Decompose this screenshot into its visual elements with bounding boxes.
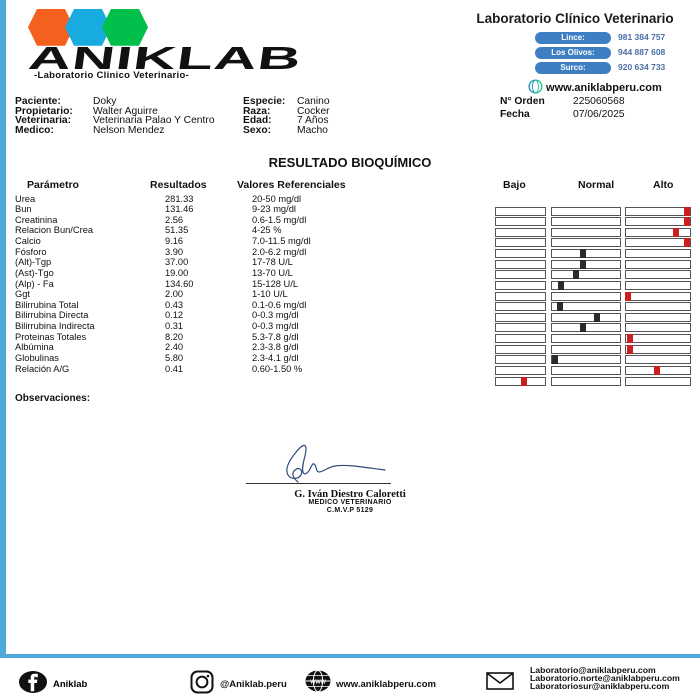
svg-text:WWW: WWW xyxy=(310,680,326,686)
